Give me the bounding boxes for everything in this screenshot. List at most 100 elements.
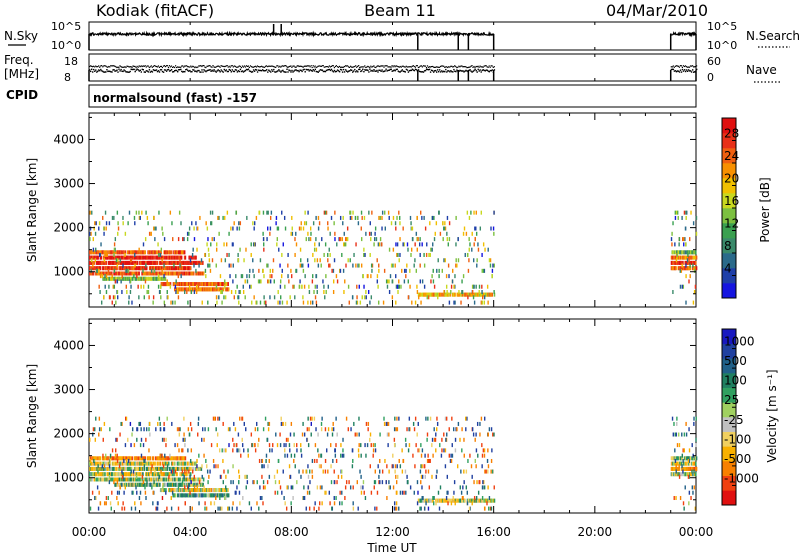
velocity-mark: [97, 506, 100, 511]
power-mark: [363, 295, 366, 300]
power-mark: [312, 252, 314, 257]
power-mark: [342, 268, 345, 273]
power-mark: [111, 300, 113, 305]
nave-point: [293, 65, 295, 67]
velocity-mark: [287, 437, 289, 442]
velocity-mark: [363, 490, 365, 495]
velocity-mark: [147, 482, 150, 487]
freq-point: [421, 71, 424, 73]
noise-right-tick-bottom: 10^0: [707, 39, 737, 52]
power-mark: [158, 210, 160, 215]
velocity-mark: [421, 485, 423, 490]
freq-point: [247, 68, 250, 70]
velocity-mark: [155, 427, 157, 432]
velocity-mark: [101, 464, 104, 469]
freq-trace: [88, 65, 698, 81]
nave-point: [151, 66, 153, 68]
power-mark: [349, 258, 351, 263]
nave-point: [678, 66, 680, 68]
power-mark: [371, 268, 373, 273]
velocity-mark: [109, 427, 111, 432]
power-mark: [406, 263, 408, 268]
velocity-mark: [127, 458, 130, 463]
power-mark: [145, 276, 148, 281]
nave-point: [200, 65, 202, 67]
power-colorbar-swatch: [722, 118, 736, 134]
velocity-mark: [95, 416, 97, 421]
power-mark: [113, 284, 116, 289]
freq-point: [425, 68, 428, 70]
velocity-mark: [300, 474, 302, 479]
velocity-mark: [490, 506, 493, 511]
power-mark: [345, 237, 347, 242]
nave-point: [353, 66, 355, 68]
nave-point: [670, 66, 672, 68]
velocity-mark: [171, 421, 173, 426]
power-mark: [257, 279, 260, 284]
velocity-mark: [130, 506, 133, 511]
velocity-mark: [261, 458, 264, 463]
power-mark: [339, 215, 342, 220]
velocity-mark: [97, 464, 99, 469]
power-mark: [310, 231, 312, 236]
power-mark: [180, 255, 183, 260]
power-mark: [396, 242, 399, 247]
freq-point: [391, 70, 393, 72]
power-mark: [412, 237, 414, 242]
freq-point: [289, 69, 291, 72]
power-mark: [101, 274, 103, 279]
power-mark: [454, 292, 456, 297]
velocity-mark: [285, 443, 287, 448]
nave-point: [404, 66, 406, 68]
power-colorbar-swatch: [722, 208, 736, 224]
nave-point: [454, 65, 456, 67]
velocity-mark: [687, 474, 690, 479]
velocity-mark: [444, 498, 446, 503]
velocity-mark: [107, 472, 109, 477]
x-tick-label: 00:00: [679, 525, 714, 539]
velocity-mark: [98, 416, 101, 421]
velocity-mark: [219, 506, 221, 511]
velocity-mark: [457, 498, 459, 503]
nave-point: [197, 66, 199, 68]
velocity-mark: [244, 474, 246, 479]
velocity-mark: [190, 448, 193, 453]
nave-point: [112, 65, 114, 67]
power-mark: [299, 279, 301, 284]
velocity-mark: [320, 421, 323, 426]
velocity-mark: [105, 501, 107, 506]
power-mark: [306, 258, 309, 263]
power-mark: [235, 210, 237, 215]
power-mark: [218, 215, 220, 220]
nave-point: [307, 65, 309, 67]
power-mark: [250, 284, 252, 289]
velocity-mark: [217, 464, 219, 469]
freq-point: [91, 68, 93, 70]
power-mark: [180, 271, 183, 276]
velocity-mark: [405, 490, 407, 495]
velocity-mark: [439, 485, 442, 490]
velocity-mark: [345, 480, 348, 485]
power-mark: [369, 221, 371, 226]
power-mark: [154, 250, 156, 255]
power-mark: [259, 258, 262, 263]
nave-point: [203, 65, 205, 67]
freq-point: [451, 71, 453, 73]
power-mark: [335, 274, 338, 279]
nave-point: [101, 65, 103, 67]
power-mark: [143, 295, 145, 300]
power-mark: [453, 300, 455, 305]
velocity-mark: [99, 461, 102, 466]
velocity-mark: [143, 427, 145, 432]
velocity-mark: [416, 501, 419, 506]
power-mark: [89, 226, 92, 231]
nave-point: [377, 65, 379, 67]
velocity-mark: [141, 474, 144, 479]
freq-point: [439, 69, 441, 71]
power-mark: [186, 287, 188, 292]
velocity-mark: [432, 496, 434, 501]
velocity-mark: [351, 448, 354, 453]
freq-point: [442, 71, 444, 73]
velocity-mark: [690, 496, 692, 501]
velocity-mark: [687, 458, 690, 463]
